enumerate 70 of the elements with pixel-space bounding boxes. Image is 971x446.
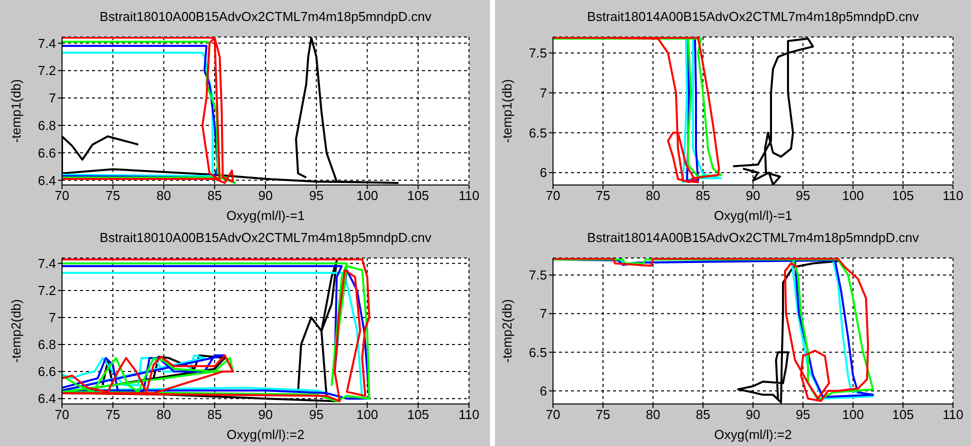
y-axis-title: -temp1(db) <box>8 79 24 143</box>
y-tick-label: 6.8 <box>38 118 56 134</box>
y-axis-title: -temp2(db) <box>8 299 24 363</box>
x-tick-label: 90 <box>746 407 760 422</box>
x-tick-label: 95 <box>796 188 810 204</box>
chart-title: Bstrait18014A00B15AdvOx2CTML7m4m18p5mndpD.cnv <box>586 230 920 245</box>
x-tick-label: 90 <box>746 188 760 204</box>
x-tick-label: 110 <box>458 188 480 204</box>
chart-title: Bstrait18010A00B15AdvOx2CTML7m4m18p5mndpD.cnv <box>98 9 432 24</box>
x-tick-label: 100 <box>356 407 378 422</box>
x-axis-title: Oxyg(ml/l):=2 <box>226 427 304 442</box>
x-tick-label: 105 <box>407 407 429 422</box>
y-tick-label: 6.5 <box>528 344 547 360</box>
x-tick-label: 70 <box>54 407 70 422</box>
x-tick-label: 80 <box>156 188 171 204</box>
y-tick-label: 7 <box>48 90 56 106</box>
x-axis-title: Oxyg(ml/l):=2 <box>714 427 792 442</box>
chart-title: Bstrait18014A00B15AdvOx2CTML7m4m18p5mndpD.cnv <box>586 9 920 24</box>
x-tick-label: 70 <box>54 188 70 204</box>
y-tick-label: 7.2 <box>38 63 56 78</box>
x-tick-label: 110 <box>942 407 964 422</box>
line-series <box>682 38 722 184</box>
x-tick-label: 85 <box>207 407 222 422</box>
x-tick-label: 105 <box>892 188 914 204</box>
x-tick-label: 75 <box>106 407 120 422</box>
x-tick-label: 100 <box>842 188 864 204</box>
x-tick-label: 90 <box>258 407 273 422</box>
x-tick-label: 70 <box>546 188 560 204</box>
x-tick-label: 95 <box>796 407 810 422</box>
x-tick-label: 110 <box>458 407 480 422</box>
line-series <box>686 38 699 182</box>
x-tick-label: 110 <box>942 188 964 204</box>
y-tick-label: 7.4 <box>38 36 56 51</box>
y-tick-label: 7.5 <box>528 46 547 61</box>
y-axis-title: -temp1(db) <box>500 79 515 143</box>
y-tick-label: 6.6 <box>38 364 56 380</box>
y-tick-label: 7 <box>48 310 56 326</box>
y-tick-label: 7.4 <box>38 256 56 272</box>
y-tick-label: 7 <box>540 85 547 100</box>
y-tick-label: 6 <box>540 165 547 180</box>
x-tick-label: 80 <box>156 407 171 422</box>
x-tick-label: 70 <box>546 407 560 422</box>
y-tick-label: 7.2 <box>38 283 56 298</box>
x-tick-label: 105 <box>892 407 914 422</box>
y-tick-label: 6.4 <box>38 391 56 406</box>
chart-title: Bstrait18010A00B15AdvOx2CTML7m4m18p5mndpD.cnv <box>98 230 432 245</box>
y-tick-label: 6.6 <box>38 145 56 160</box>
x-tick-label: 80 <box>646 407 660 422</box>
y-tick-label: 7.5 <box>528 268 547 283</box>
y-axis-title: -temp2(db) <box>500 299 515 363</box>
y-tick-label: 6.8 <box>38 337 56 352</box>
x-tick-label: 95 <box>309 188 324 204</box>
y-tick-label: 6.4 <box>38 172 56 188</box>
y-tick-label: 6 <box>540 383 547 398</box>
x-tick-label: 80 <box>646 188 660 204</box>
x-tick-label: 100 <box>842 407 864 422</box>
y-tick-label: 7 <box>540 306 547 322</box>
x-tick-label: 75 <box>596 407 610 422</box>
x-tick-label: 75 <box>106 188 120 204</box>
x-tick-label: 90 <box>258 188 273 204</box>
y-tick-label: 6.5 <box>528 125 547 140</box>
x-tick-label: 85 <box>207 188 222 204</box>
x-axis-title: Oxyg(ml/l)-=1 <box>226 208 305 223</box>
x-tick-label: 75 <box>596 188 610 204</box>
x-tick-label: 105 <box>407 188 429 204</box>
x-tick-label: 95 <box>309 407 324 422</box>
x-tick-label: 85 <box>696 188 710 204</box>
x-tick-label: 100 <box>356 188 378 204</box>
x-tick-label: 85 <box>696 407 710 422</box>
x-axis-title: Oxyg(ml/l)-=1 <box>714 208 792 223</box>
